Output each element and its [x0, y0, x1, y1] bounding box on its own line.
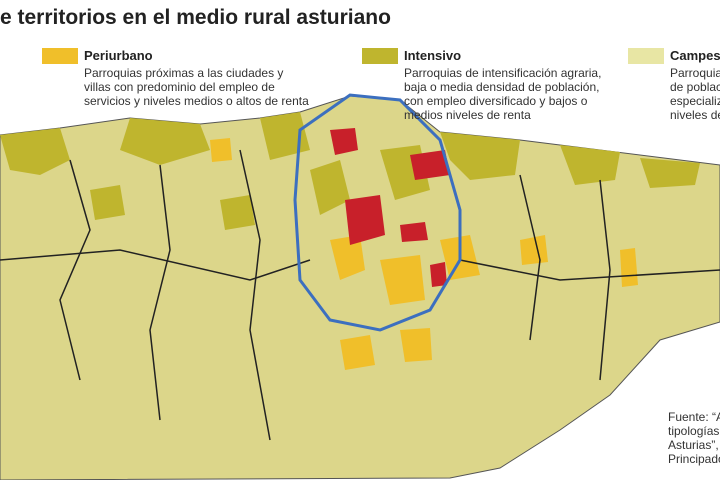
legend-description: medios niveles de renta — [404, 108, 531, 122]
legend-description: especializ — [670, 94, 720, 108]
central-area-outline — [293, 93, 462, 332]
borders — [0, 149, 720, 441]
source-line: Fuente: “A — [668, 410, 720, 424]
legend-description: baja o media densidad de población, — [404, 80, 600, 94]
legend-description: Parroquias próximas a las ciudades y — [84, 66, 284, 80]
source-line: tipologías — [668, 424, 720, 438]
legend-description: villas con predominio del empleo de — [84, 80, 275, 94]
legend-description: niveles de — [670, 108, 720, 122]
legend-swatch — [42, 48, 78, 64]
legend-label: Periurbano — [84, 48, 153, 63]
urban-areas — [330, 128, 450, 287]
legend-description: Parroquias de intensificación agraria, — [404, 66, 602, 80]
legend-description: de poblaci — [670, 80, 720, 94]
legend-description: con empleo diversificado y bajos o — [404, 94, 588, 108]
legend-description: Parroquia — [670, 66, 720, 80]
source-line: Asturias”, — [668, 438, 719, 452]
source-line: Principado — [668, 452, 720, 466]
legend-label: Campesi — [670, 48, 720, 63]
intensive-areas — [0, 112, 700, 230]
legend-label: Intensivo — [404, 48, 462, 63]
source: Fuente: “A tipologías Asturias”, Principado — [668, 410, 720, 466]
map-title: e territorios en el medio rural asturian… — [0, 6, 391, 29]
legend-description: servicios y niveles medios o altos de re… — [84, 94, 309, 108]
legend-swatch — [362, 48, 398, 64]
legend-swatch — [628, 48, 664, 64]
